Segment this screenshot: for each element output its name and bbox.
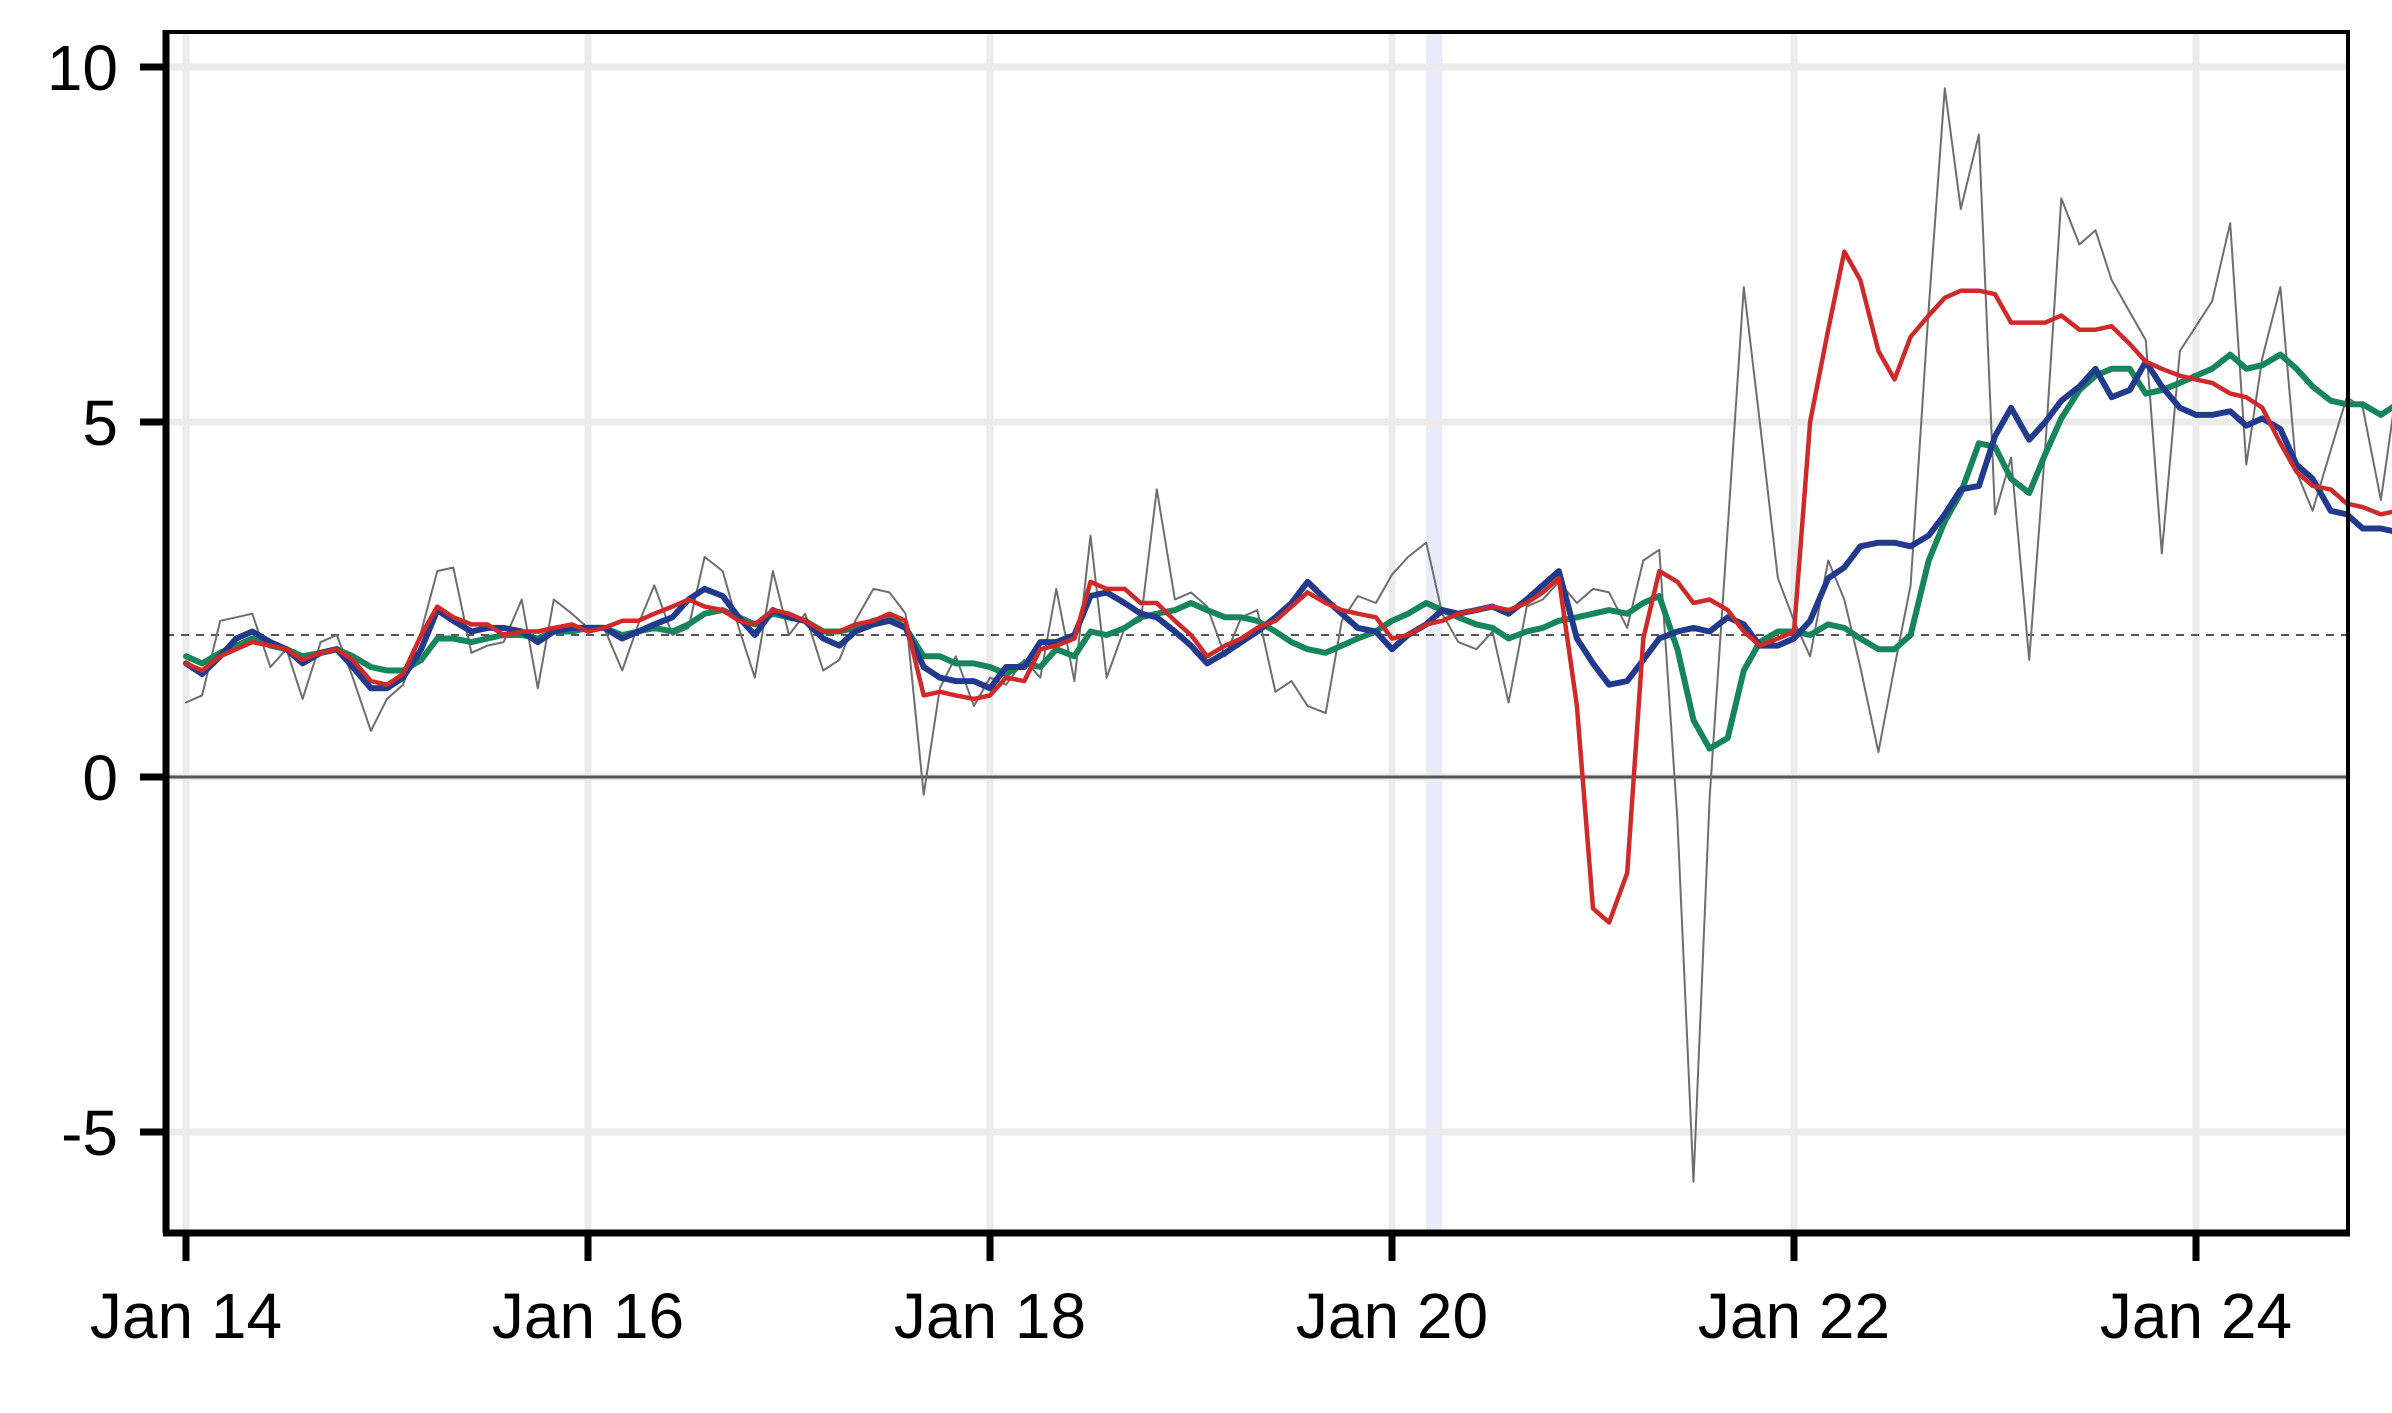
axes xyxy=(162,30,2350,1237)
x-tick-label-5: Jan 24 xyxy=(2100,1280,2292,1352)
highlight-band-layer xyxy=(1426,32,1443,1233)
series-line-2 xyxy=(183,358,2392,692)
y-tick-label-0: -5 xyxy=(61,1097,118,1169)
highlight-band xyxy=(1426,32,1443,1233)
y-tick-label-3: 10 xyxy=(47,32,118,104)
ticks xyxy=(140,63,2200,1261)
y-tick-label-2: 5 xyxy=(82,387,118,459)
series-line-3 xyxy=(183,249,2392,925)
x-tick-label-1: Jan 16 xyxy=(492,1280,684,1352)
y-tick-label-1: 0 xyxy=(82,742,118,814)
tick-labels: Jan 14 Jan 16 Jan 18 Jan 20 Jan 22 Jan 24 -5 0 5… xyxy=(47,32,2292,1352)
series-lines xyxy=(183,87,2392,1183)
x-tick-label-2: Jan 18 xyxy=(894,1280,1086,1352)
x-tick-label-3: Jan 20 xyxy=(1296,1280,1488,1352)
x-tick-label-4: Jan 22 xyxy=(1698,1280,1890,1352)
x-tick-label-0: Jan 14 xyxy=(90,1280,282,1352)
